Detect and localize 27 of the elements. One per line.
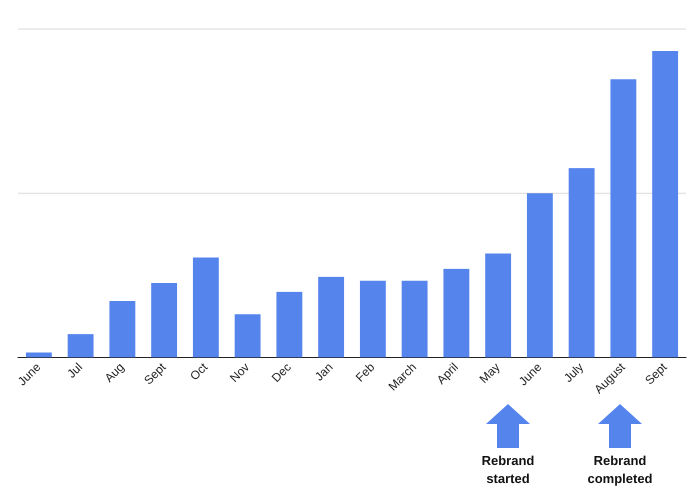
bar xyxy=(526,193,553,358)
x-tick-label: Oct xyxy=(187,360,211,384)
bar xyxy=(151,282,178,358)
bar xyxy=(318,276,344,358)
bar xyxy=(652,51,678,358)
bar xyxy=(26,352,52,358)
bar xyxy=(443,268,470,358)
bar xyxy=(568,168,595,358)
x-tick-label: Dec xyxy=(268,360,294,386)
bar xyxy=(485,254,512,358)
text: Rebrand started xyxy=(480,452,536,488)
x-tick-label: Aug xyxy=(102,360,127,386)
x-tick-label: Feb xyxy=(352,360,378,385)
bar xyxy=(109,301,136,358)
bar xyxy=(234,314,261,358)
x-tick-label: May xyxy=(476,360,503,386)
bar xyxy=(360,280,386,358)
bar xyxy=(276,292,302,358)
bar xyxy=(402,280,428,358)
x-tick-label: Jul xyxy=(64,360,86,381)
x-tick-label: Jan xyxy=(312,360,336,384)
bar xyxy=(610,79,636,358)
x-tick-label: July xyxy=(561,360,586,386)
text: Rebrand completed xyxy=(586,452,654,488)
bar xyxy=(192,258,219,358)
x-tick-label: Nov xyxy=(227,360,252,386)
bar xyxy=(68,334,94,358)
